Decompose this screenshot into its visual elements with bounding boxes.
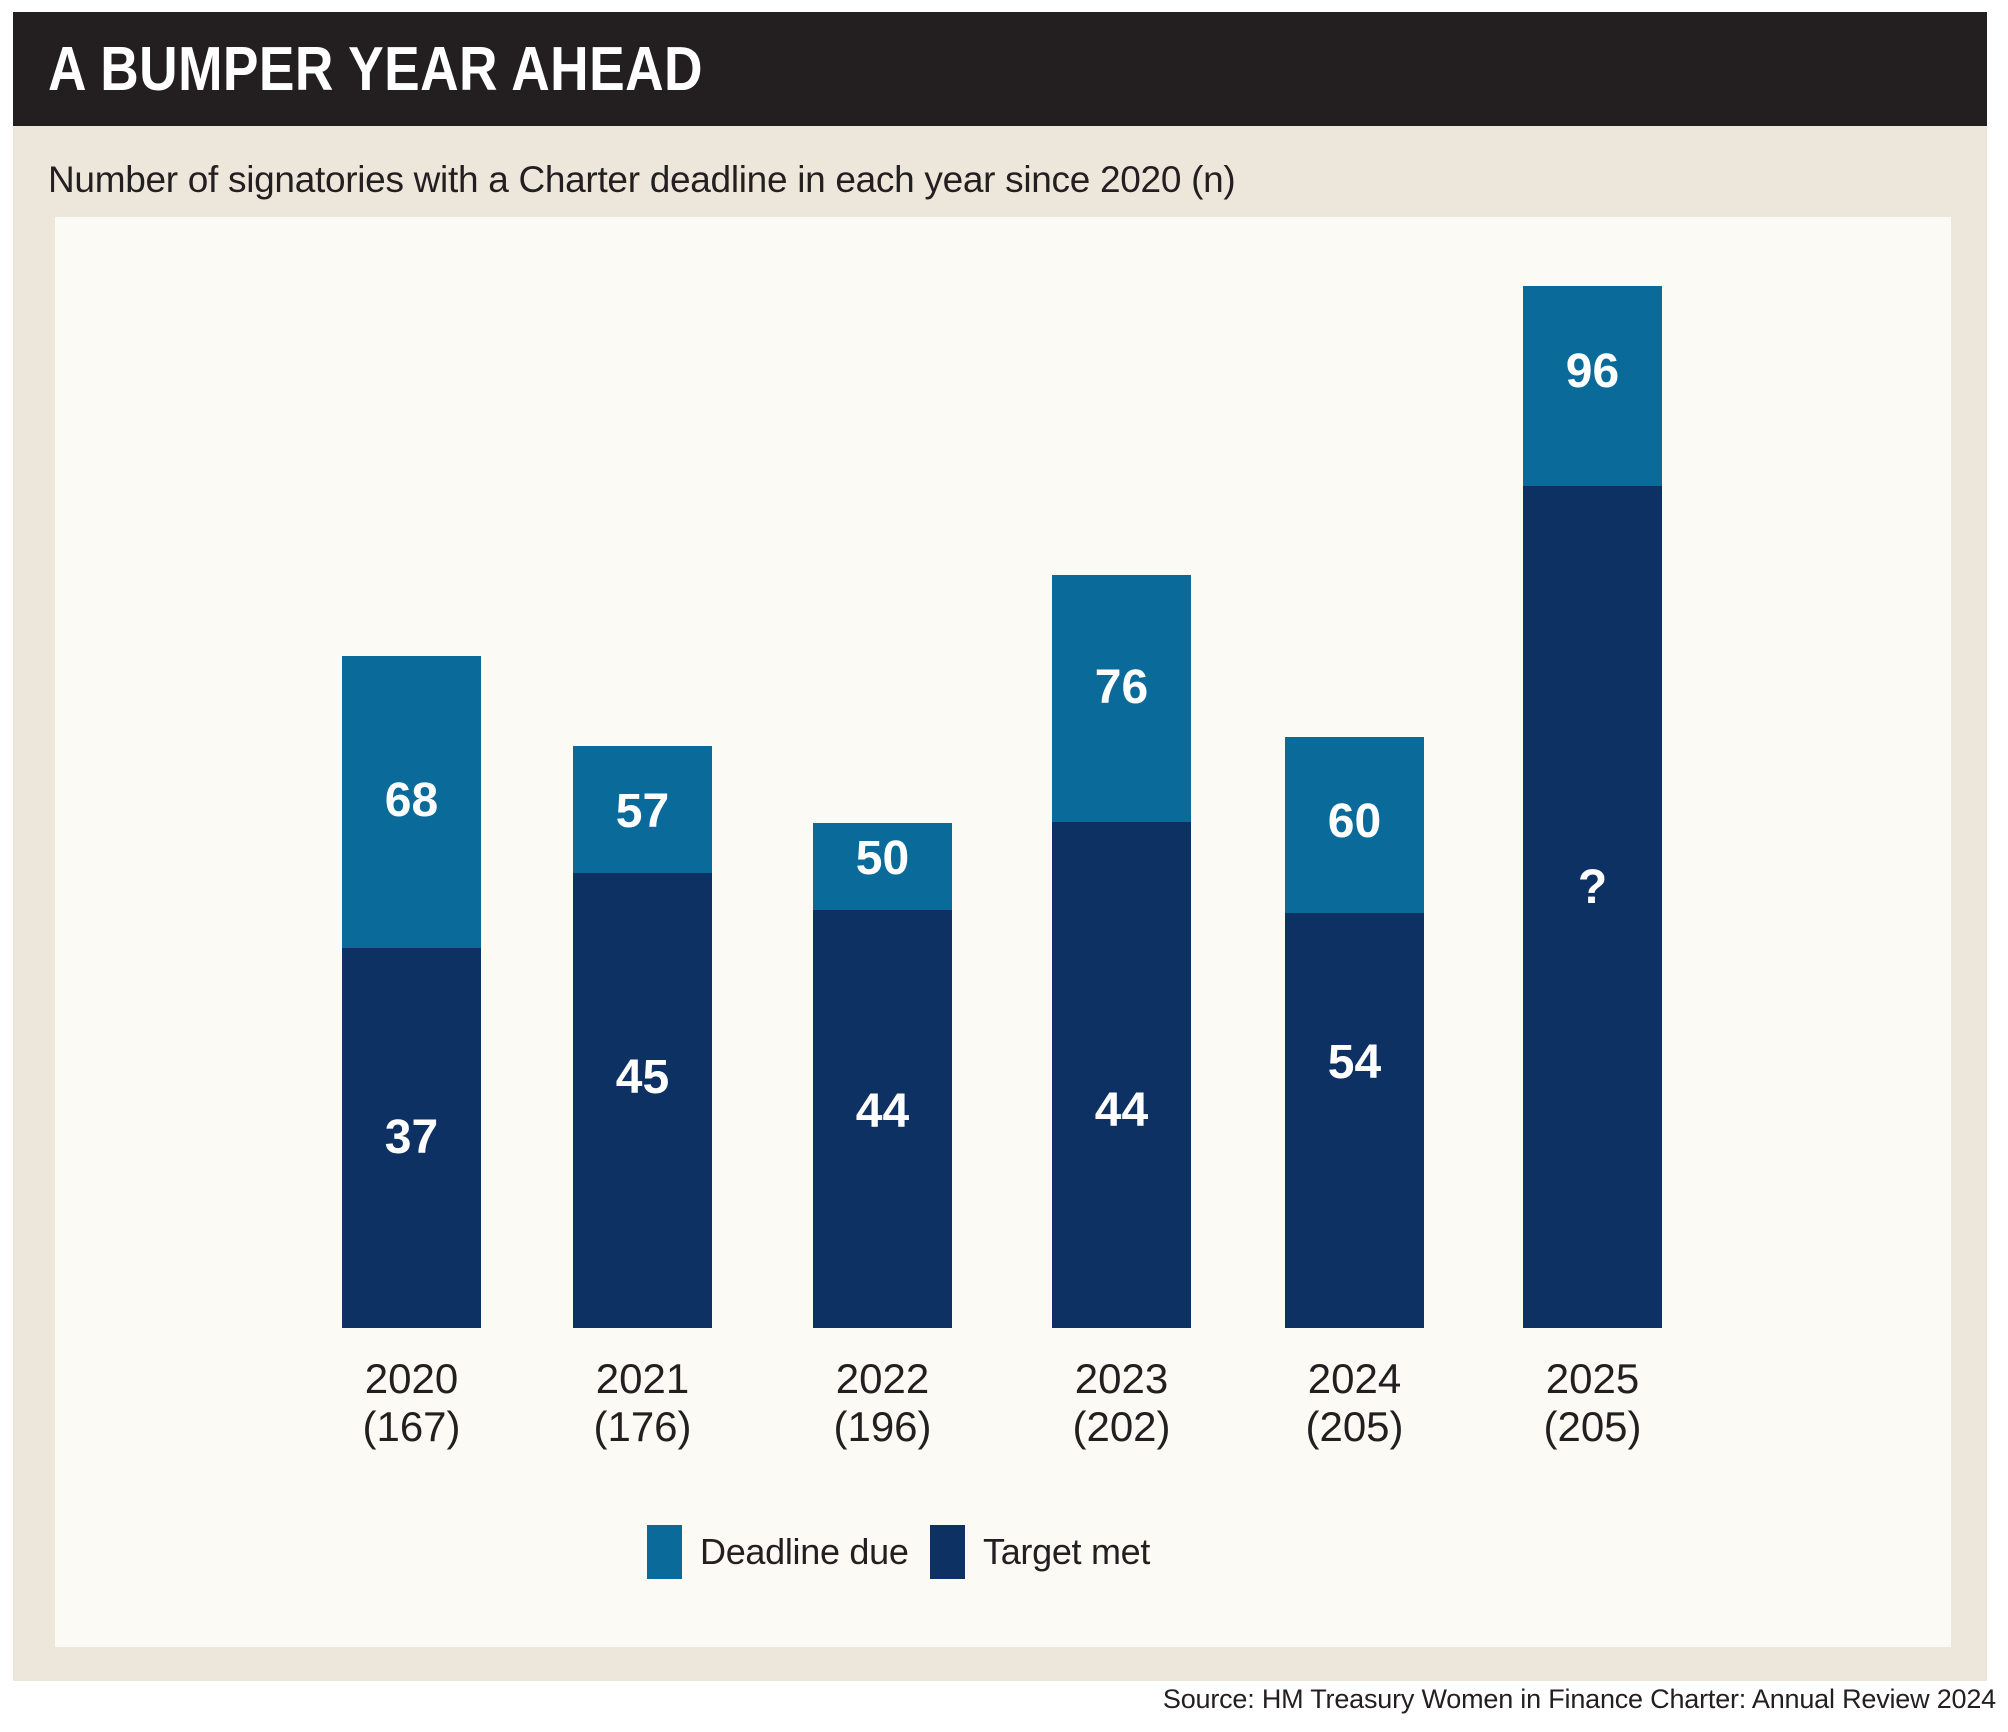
bar-2025-target-met-value: ? — [1577, 861, 1608, 914]
bar-2025-deadline-due-value: 96 — [1565, 345, 1620, 398]
x-axis-total-2020: (167) — [362, 1403, 461, 1450]
bar-2024-segment-target-met: 54 — [1285, 913, 1424, 1328]
legend-item-deadline_due: Deadline due — [647, 1525, 909, 1579]
bar-2022-target-met-value: 44 — [855, 1085, 910, 1138]
source-note: Source: HM Treasury Women in Finance Cha… — [1162, 1684, 1996, 1714]
bar-2022-segment-deadline-due: 50 — [813, 823, 952, 910]
bar-2022-segment-target-met: 44 — [813, 910, 952, 1328]
x-axis-year-2023: 2023 — [1074, 1355, 1169, 1402]
bar-2024-segment-deadline-due: 60 — [1285, 737, 1424, 913]
bar-2023-segment-target-met: 44 — [1052, 822, 1191, 1328]
x-axis-label-2023: 2023 (202) — [1012, 1355, 1232, 1451]
x-axis-label-2025: 2025 (205) — [1483, 1355, 1703, 1451]
bar-2023-target-met-value: 44 — [1094, 1084, 1149, 1137]
bar-2025-segment-target-met: ? — [1523, 486, 1662, 1328]
bar-2023-segment-deadline-due: 76 — [1052, 575, 1191, 822]
bar-2021-segment-target-met: 45 — [573, 873, 712, 1328]
x-axis-year-2021: 2021 — [595, 1355, 690, 1402]
x-axis-year-2025: 2025 — [1545, 1355, 1640, 1402]
x-axis-total-2021: (176) — [593, 1403, 692, 1450]
legend-label-target_met: Target met — [983, 1531, 1151, 1572]
bar-2025-segment-deadline-due: 96 — [1523, 286, 1662, 486]
x-axis-total-2022: (196) — [833, 1403, 932, 1450]
legend-label-deadline_due: Deadline due — [700, 1531, 909, 1572]
bar-2021-deadline-due-value: 57 — [615, 785, 670, 838]
title-bar: A BUMPER YEAR AHEAD — [13, 12, 1987, 126]
x-axis-year-2020: 2020 — [364, 1355, 459, 1402]
x-axis-label-2020: 2020 (167) — [302, 1355, 522, 1451]
bar-2024-deadline-due-value: 60 — [1327, 795, 1382, 848]
x-axis-label-2021: 2021 (176) — [533, 1355, 753, 1451]
legend-swatch-deadline_due — [647, 1525, 682, 1579]
legend-item-target_met: Target met — [930, 1525, 1150, 1579]
bar-2022-deadline-due-value: 50 — [855, 832, 910, 885]
chart-subtitle: Number of signatories with a Charter dea… — [48, 159, 1236, 200]
bar-2021-segment-deadline-due: 57 — [573, 746, 712, 873]
bar-2020-segment-target-met: 37 — [342, 948, 481, 1328]
plot-panel: 68 37 57 45 50 44 76 44 60 54 96? 2020 (167) 2021 (17… — [55, 217, 1951, 1647]
x-axis-label-2024: 2024 (205) — [1245, 1355, 1465, 1451]
x-axis-total-2025: (205) — [1543, 1403, 1642, 1450]
bar-2023-deadline-due-value: 76 — [1094, 661, 1149, 714]
x-axis-year-2024: 2024 — [1307, 1355, 1402, 1402]
bar-2024-target-met-value: 54 — [1327, 1036, 1382, 1089]
x-axis-total-2024: (205) — [1305, 1403, 1404, 1450]
bar-2020-deadline-due-value: 68 — [384, 774, 439, 827]
x-axis-label-2022: 2022 (196) — [773, 1355, 993, 1451]
bar-2021-target-met-value: 45 — [615, 1051, 670, 1104]
chart-card: A BUMPER YEAR AHEAD Number of signatorie… — [13, 12, 1987, 1681]
legend-swatch-target_met — [930, 1525, 965, 1579]
bar-2020-target-met-value: 37 — [384, 1111, 439, 1164]
x-axis-total-2023: (202) — [1072, 1403, 1171, 1450]
x-axis-year-2022: 2022 — [835, 1355, 930, 1402]
chart-title: A BUMPER YEAR AHEAD — [48, 34, 703, 104]
bar-2020-segment-deadline-due: 68 — [342, 656, 481, 948]
